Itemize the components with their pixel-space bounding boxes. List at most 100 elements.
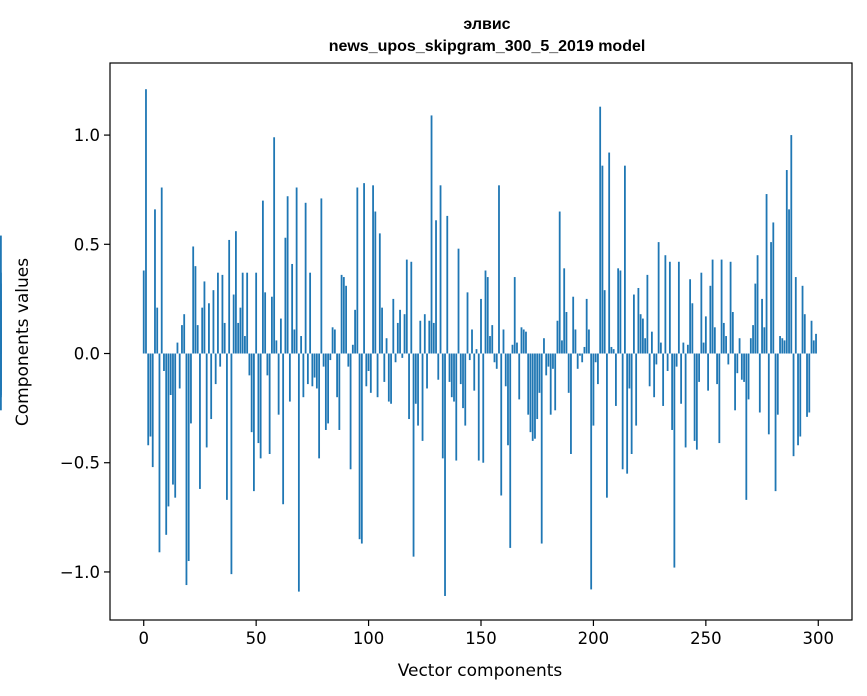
bar-132: [439, 185, 442, 354]
bar-220: [637, 287, 640, 354]
bar-206: [606, 353, 608, 498]
bar-30: [210, 353, 213, 420]
bar-169: [522, 329, 525, 354]
bar-192: [574, 329, 577, 354]
bar-186: [561, 340, 563, 354]
bar-278: [767, 353, 770, 435]
bar-76: [313, 353, 316, 378]
bar-113: [396, 322, 399, 354]
bar-15: [176, 342, 179, 354]
bar-174: [534, 353, 536, 439]
bar-274: [758, 353, 761, 413]
bar-4: [151, 353, 154, 468]
bar-267: [743, 353, 745, 382]
bar-10: [165, 353, 168, 535]
y-tick-label: 0.0: [74, 345, 100, 364]
bar-116: [403, 314, 406, 354]
bar-104: [376, 353, 379, 398]
bar-233: [666, 353, 669, 371]
bar-230: [659, 342, 662, 354]
bar-17: [181, 325, 183, 354]
bar-140: [457, 248, 460, 354]
bar-51: [257, 353, 260, 444]
bar-48: [250, 353, 253, 433]
bar-241: [684, 353, 687, 448]
bar-215: [626, 353, 629, 474]
bar-146: [471, 329, 473, 354]
bar-64: [286, 196, 289, 354]
bar-91: [347, 353, 350, 367]
bar-138: [453, 353, 455, 402]
bar-29: [208, 303, 210, 354]
bar-13: [172, 353, 174, 485]
bar-56: [268, 353, 271, 454]
bar-14: [174, 353, 177, 498]
bar-196: [583, 346, 586, 354]
bar-232: [664, 255, 667, 354]
bar-246: [695, 353, 698, 450]
bar-201: [594, 353, 597, 363]
bar-227: [653, 353, 656, 398]
bar-49: [253, 353, 255, 492]
bar-157: [495, 353, 498, 369]
bar-271: [752, 325, 754, 354]
bar-25: [199, 353, 201, 489]
bar-159: [500, 353, 503, 496]
bar-219: [635, 353, 638, 426]
bar-181: [549, 353, 552, 415]
bar-283: [779, 336, 781, 354]
bar-226: [650, 331, 653, 354]
x-tick-label: 100: [353, 629, 385, 648]
bar-58: [273, 137, 276, 354]
bar-273: [756, 255, 759, 354]
bar-156: [493, 353, 496, 363]
bar-143: [464, 353, 467, 426]
bar-198: [588, 329, 590, 354]
bar-217: [630, 353, 633, 454]
bar-32: [214, 353, 217, 385]
bar-158: [498, 185, 500, 354]
bar-189: [567, 353, 570, 393]
bar-78: [318, 353, 321, 459]
bar-87: [338, 353, 341, 430]
bar-161: [504, 353, 507, 387]
bar-47: [248, 353, 251, 376]
bar-251: [707, 353, 709, 391]
bar-122: [417, 353, 419, 426]
bar-125: [423, 314, 426, 354]
bar-223: [644, 338, 647, 354]
bar-85: [333, 329, 336, 354]
bar-18: [183, 314, 186, 354]
bar-34: [219, 353, 222, 367]
x-tick-label: 200: [578, 629, 610, 648]
bar-171: [527, 353, 530, 415]
bar-136: [448, 353, 451, 382]
y-tick-label: −1.0: [60, 563, 100, 582]
bar-247: [698, 353, 701, 382]
bar-265: [738, 338, 741, 354]
bar-57: [270, 296, 273, 354]
bar-127: [428, 320, 431, 354]
bar-31: [212, 290, 215, 354]
bar-243: [689, 279, 692, 354]
bar-72: [304, 202, 307, 354]
bar-204: [601, 165, 604, 354]
y-tick-label: 0.5: [74, 235, 100, 254]
bar-119: [410, 261, 413, 354]
bar-27: [203, 281, 206, 354]
bar-86: [336, 353, 338, 398]
bar-137: [450, 353, 453, 398]
bar-118: [408, 353, 410, 420]
bar-237: [675, 353, 678, 367]
bar-154: [489, 336, 491, 354]
bar-0: [142, 270, 145, 354]
bar-84: [331, 327, 334, 354]
bar-28: [205, 353, 208, 448]
bar-182: [552, 353, 554, 369]
bar-263: [734, 353, 736, 411]
bar-284: [781, 338, 784, 354]
bar-287: [788, 209, 790, 354]
bar-1: [145, 89, 147, 354]
bar-21: [190, 353, 192, 424]
bar-82: [327, 353, 330, 424]
